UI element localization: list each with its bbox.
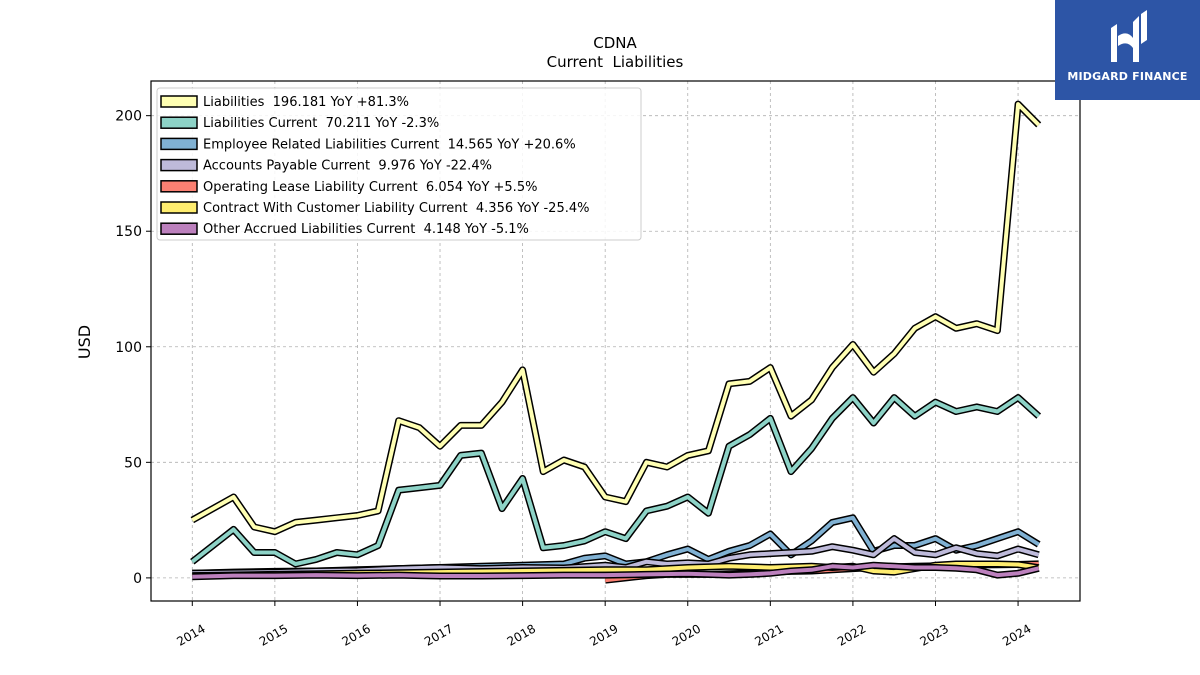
legend-label: Other Accrued Liabilities Current 4.148 …	[203, 222, 529, 237]
chart-title: CDNA	[593, 34, 637, 52]
x-tick-label: 2023	[918, 621, 951, 648]
legend-swatch	[160, 95, 198, 108]
legend-swatch	[160, 180, 198, 193]
chart-subtitle: Current Liabilities	[547, 53, 684, 71]
brand-mark-icon	[1111, 10, 1147, 62]
legend-label: Contract With Customer Liability Current…	[203, 201, 589, 216]
legend-swatch	[160, 137, 198, 151]
legend-label: Liabilities Current 70.211 YoY -2.3%	[203, 116, 439, 131]
series-line	[191, 395, 1041, 566]
series-line	[192, 563, 1040, 579]
y-axis: 0 50 100 150 200	[115, 109, 151, 587]
legend-label: Accounts Payable Current 9.976 YoY -22.4…	[203, 159, 492, 174]
series-line-outline	[190, 394, 1042, 568]
x-tick-label: 2016	[339, 621, 372, 648]
legend-label: Operating Lease Liability Current 6.054 …	[203, 180, 537, 195]
x-tick-label: 2020	[670, 621, 703, 648]
legend-swatch	[160, 201, 198, 214]
x-tick-label: 2022	[835, 621, 868, 648]
series-lines	[190, 100, 1042, 584]
x-axis: 2014 2015 2016 2017 2018 2019 2020 2021 2022 2023…	[174, 601, 1034, 649]
legend-label: Employee Related Liabilities Current 14.…	[203, 137, 576, 152]
y-tick-label: 200	[115, 109, 142, 125]
y-tick-label: 100	[115, 340, 142, 356]
legend: Liabilities 196.181 YoY +81.3% Liabilitie…	[156, 87, 642, 241]
legend-label: Liabilities 196.181 YoY +81.3%	[203, 95, 409, 110]
y-axis-label: USD	[75, 325, 94, 359]
legend-box	[156, 87, 642, 241]
x-tick-label: 2014	[174, 621, 207, 648]
brand-logo: MIDGARD FINANCE	[1055, 0, 1200, 100]
y-tick-label: 0	[133, 571, 142, 587]
legend-swatch	[160, 222, 198, 235]
plot-frame	[150, 80, 1081, 602]
x-tick-label: 2015	[257, 621, 290, 648]
x-tick-label: 2024	[1000, 621, 1033, 648]
x-tick-label: 2019	[587, 621, 620, 648]
x-tick-label: 2017	[422, 621, 455, 648]
x-tick-label: 2021	[752, 621, 785, 648]
legend-swatch	[160, 116, 198, 129]
y-tick-label: 150	[115, 224, 142, 240]
series-line	[192, 536, 1040, 576]
y-tick-label: 50	[124, 455, 142, 471]
legend-swatch	[160, 158, 198, 172]
series-line	[191, 102, 1041, 534]
brand-name: MIDGARD FINANCE	[1067, 70, 1188, 83]
x-tick-label: 2018	[505, 621, 538, 648]
